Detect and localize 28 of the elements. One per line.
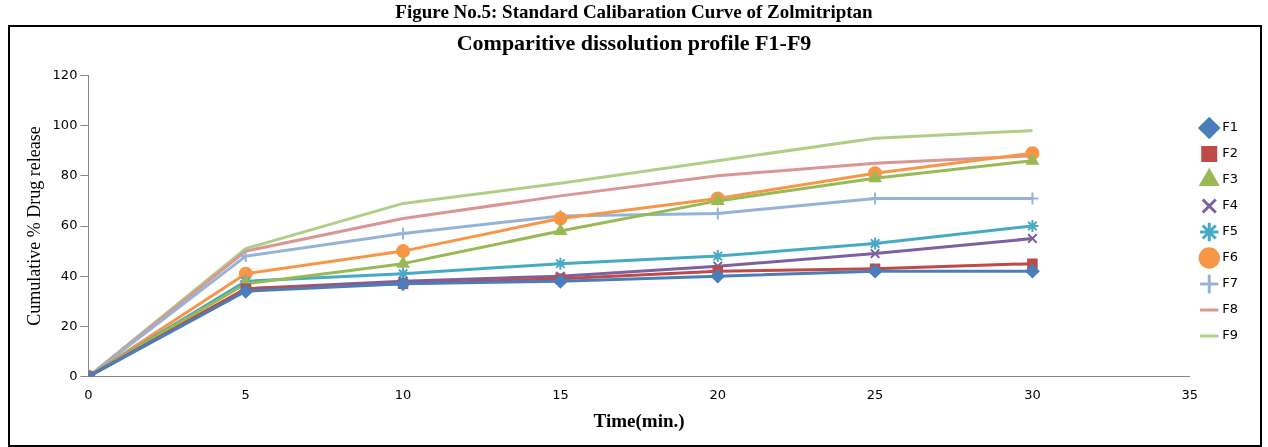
- legend-label: F4: [1222, 197, 1238, 213]
- legend-label: F6: [1222, 249, 1238, 265]
- x-tick-label: 35: [1181, 386, 1199, 402]
- x-tick-label: 25: [866, 386, 884, 402]
- x-tick-label: 0: [84, 386, 93, 402]
- x-tick-label: 30: [1024, 386, 1041, 402]
- legend-label: F1: [1222, 119, 1238, 135]
- x-tick-label: 15: [552, 386, 569, 402]
- chart-title: Comparitive dissolution profile F1-F9: [456, 29, 812, 55]
- x-tick-label: 10: [394, 386, 412, 402]
- legend-label: F2: [1222, 145, 1238, 161]
- y-tick-label: 40: [60, 267, 78, 283]
- y-tick-label: 100: [52, 116, 78, 132]
- x-axis-title: Time(min.): [593, 409, 685, 432]
- legend-label: F5: [1222, 223, 1238, 239]
- x-tick-label: 5: [241, 386, 250, 402]
- legend-label: F7: [1222, 275, 1238, 291]
- y-tick-label: 0: [69, 367, 78, 383]
- y-axis-title: Cumulative % Drug release: [23, 126, 44, 326]
- legend-label: F8: [1222, 301, 1238, 317]
- y-tick-label: 20: [60, 317, 78, 333]
- y-tick-label: 120: [52, 66, 78, 82]
- legend-label: F3: [1222, 171, 1238, 187]
- y-tick-label: 80: [60, 167, 78, 183]
- legend-label: F9: [1222, 327, 1238, 343]
- y-tick-label: 60: [60, 217, 78, 233]
- x-tick-label: 20: [709, 386, 727, 402]
- text: Figure No.5: Standard Calibaration Curve of Zolmitriptan: [394, 1, 874, 23]
